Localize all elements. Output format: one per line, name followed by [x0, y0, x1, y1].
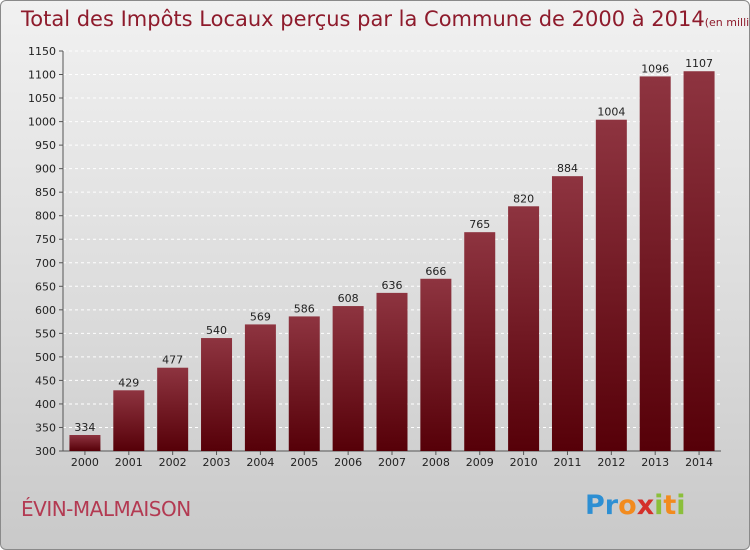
- bar: [551, 176, 583, 452]
- data-label: 334: [74, 421, 95, 434]
- y-tick-label: 900: [35, 163, 56, 176]
- data-label: 608: [338, 292, 359, 305]
- bar: [639, 76, 671, 451]
- data-label: 540: [206, 324, 227, 337]
- data-label: 666: [425, 265, 446, 278]
- chart-subtitle: (en milliers d'€): [704, 16, 750, 29]
- x-tick-label: 2004: [246, 456, 274, 469]
- chart-title: Total des Impôts Locaux perçus par la Co…: [21, 7, 705, 31]
- y-tick-label: 950: [35, 139, 56, 152]
- y-tick-label: 650: [35, 280, 56, 293]
- x-tick-label: 2009: [466, 456, 494, 469]
- x-tick-label: 2014: [685, 456, 713, 469]
- y-tick-label: 350: [35, 421, 56, 434]
- x-tick-label: 2010: [510, 456, 538, 469]
- data-label: 569: [250, 310, 271, 323]
- data-label: 1004: [597, 106, 625, 119]
- y-tick-label: 500: [35, 351, 56, 364]
- data-label: 1096: [641, 62, 669, 75]
- bar: [201, 338, 233, 451]
- y-tick-label: 600: [35, 304, 56, 317]
- data-label: 477: [162, 354, 183, 367]
- y-tick-label: 850: [35, 186, 56, 199]
- data-label: 636: [382, 279, 403, 292]
- bar: [244, 324, 276, 451]
- bar: [376, 292, 408, 451]
- logo-letter: t: [663, 490, 677, 521]
- x-tick-label: 2003: [203, 456, 231, 469]
- proxiti-logo: Proxiti: [585, 490, 686, 521]
- y-tick-label: 750: [35, 233, 56, 246]
- y-tick-label: 1150: [28, 45, 56, 58]
- bar: [508, 206, 540, 451]
- bar: [288, 316, 320, 451]
- bar: [595, 119, 627, 452]
- logo-letter: o: [618, 490, 637, 521]
- data-label: 820: [513, 192, 534, 205]
- x-tick-label: 2012: [597, 456, 625, 469]
- chart-title-block: Total des Impôts Locaux perçus par la Co…: [21, 7, 750, 31]
- y-tick-label: 1100: [28, 69, 56, 82]
- commune-name: ÉVIN-MALMAISON: [21, 497, 191, 521]
- x-tick-label: 2000: [71, 456, 99, 469]
- data-label: 884: [557, 162, 578, 175]
- logo-letter: x: [636, 490, 655, 521]
- logo-letter: i: [676, 490, 686, 521]
- x-tick-label: 2001: [115, 456, 143, 469]
- bar: [69, 435, 101, 451]
- y-tick-label: 800: [35, 210, 56, 223]
- bar: [332, 306, 364, 451]
- y-tick-label: 1000: [28, 116, 56, 129]
- bar: [683, 71, 715, 451]
- data-label: 429: [118, 376, 139, 389]
- x-tick-label: 2005: [290, 456, 318, 469]
- y-tick-label: 550: [35, 327, 56, 340]
- y-tick-label: 400: [35, 398, 56, 411]
- logo-letter: P: [585, 490, 605, 521]
- data-label: 586: [294, 302, 315, 315]
- x-tick-label: 2002: [159, 456, 187, 469]
- y-tick-label: 450: [35, 374, 56, 387]
- y-tick-label: 300: [35, 445, 56, 458]
- logo-letter: r: [604, 490, 619, 521]
- bar: [420, 278, 452, 451]
- x-tick-label: 2006: [334, 456, 362, 469]
- y-tick-label: 1050: [28, 92, 56, 105]
- bar: [464, 232, 496, 451]
- data-label: 765: [469, 218, 490, 231]
- bar: [157, 367, 189, 451]
- x-tick-label: 2008: [422, 456, 450, 469]
- bar: [113, 390, 145, 451]
- x-tick-label: 2007: [378, 456, 406, 469]
- x-tick-label: 2013: [641, 456, 669, 469]
- x-tick-label: 2011: [553, 456, 581, 469]
- data-label: 1107: [685, 57, 713, 70]
- y-tick-label: 700: [35, 257, 56, 270]
- logo-letter: i: [654, 490, 664, 521]
